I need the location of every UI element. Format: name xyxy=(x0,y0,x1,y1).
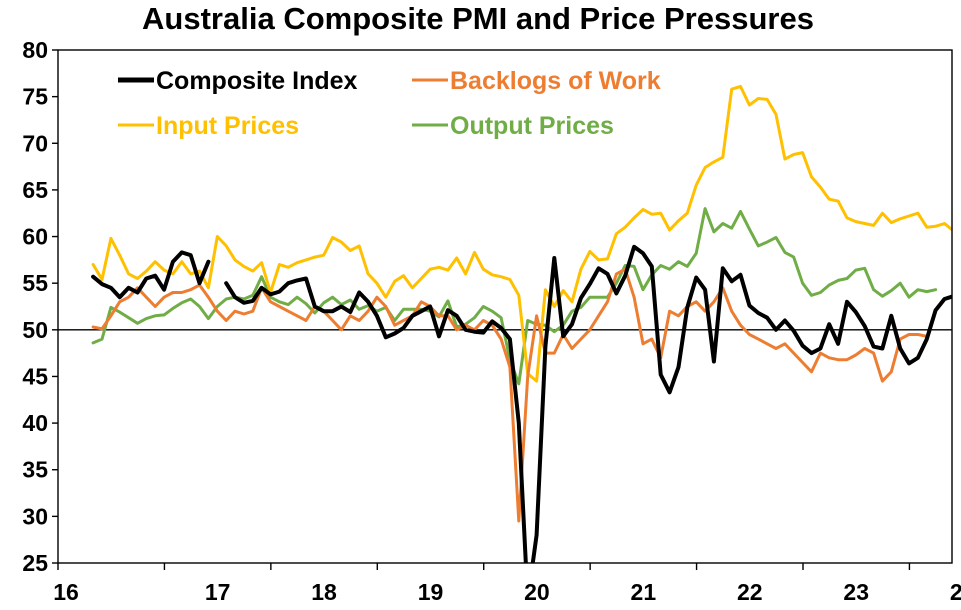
y-tick-label: 75 xyxy=(22,84,48,110)
series-line-composite-index xyxy=(91,244,952,563)
y-tick-label: 45 xyxy=(22,363,48,389)
legend-label-output-prices: Output Prices xyxy=(450,112,614,140)
y-tick-label: 70 xyxy=(22,130,48,156)
plot-frame xyxy=(57,49,953,564)
legend-label-input-prices: Input Prices xyxy=(156,112,299,140)
y-tick-label: 80 xyxy=(22,37,48,63)
legend-label-composite-index: Composite Index xyxy=(156,67,358,95)
y-tick-label: 55 xyxy=(22,270,48,296)
x-tick-label: 18 xyxy=(311,579,337,605)
series-line-input-prices xyxy=(91,84,952,383)
chart-title: Australia Composite PMI and Price Pressu… xyxy=(142,1,814,36)
series-line-backlogs-of-work xyxy=(91,267,929,523)
x-tick-label: 23 xyxy=(843,579,869,605)
x-tick-label: 19 xyxy=(418,579,444,605)
x-tick-label: 22 xyxy=(737,579,763,605)
y-tick-label: 40 xyxy=(22,410,48,436)
x-tick-label: 24 xyxy=(950,579,961,605)
series-line-output-prices xyxy=(91,207,938,386)
legend: Composite Index Backlogs of Work Input Pri… xyxy=(118,67,661,140)
y-tick-label: 50 xyxy=(22,317,48,343)
x-tick-label: 21 xyxy=(631,579,657,605)
y-axis-ticks: 25 30 35 40 45 50 55 60 65 70 75 80 xyxy=(22,37,58,576)
x-tick-label: 17 xyxy=(205,579,231,605)
y-tick-label: 65 xyxy=(22,177,48,203)
series-group xyxy=(91,84,952,563)
x-axis-ticks: 16 17 18 19 20 21 22 23 24 xyxy=(53,563,961,605)
y-tick-label: 25 xyxy=(22,550,48,576)
y-tick-label: 30 xyxy=(22,503,48,529)
x-tick-label: 16 xyxy=(53,579,79,605)
y-tick-label: 35 xyxy=(22,457,48,483)
y-tick-label: 60 xyxy=(22,224,48,250)
legend-label-backlogs-of-work: Backlogs of Work xyxy=(450,67,661,95)
x-tick-label: 20 xyxy=(524,579,550,605)
